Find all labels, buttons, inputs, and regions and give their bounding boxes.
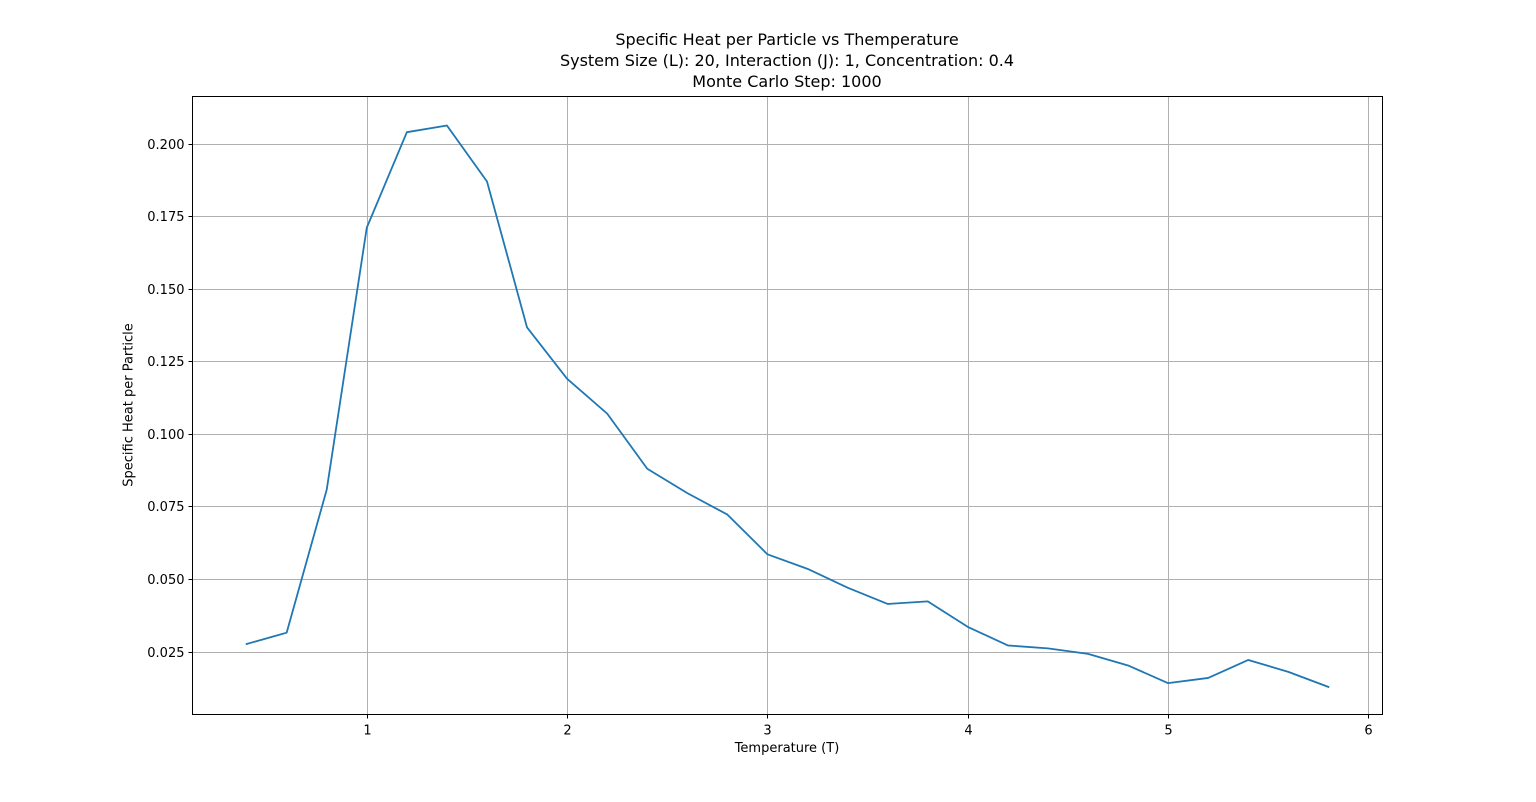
y-tick-label: 0.200 (147, 138, 184, 153)
x-tick-label: 1 (363, 724, 371, 739)
x-tick-label: 4 (964, 724, 972, 739)
series-layer (245, 124, 1330, 689)
series-line (245, 124, 1330, 689)
x-tick-label: 5 (1164, 724, 1172, 739)
y-tick-label: 0.150 (147, 283, 184, 298)
x-tick-label: 6 (1364, 724, 1372, 739)
y-tick-label: 0.175 (147, 210, 184, 225)
grid-layer (192, 96, 1383, 715)
tick-layer: 1 2 3 4 5 6 0.025 0.050 0.075 0.100 0.125 0.150 0.17… (147, 138, 1372, 739)
chart-subtitle-line-2: Monte Carlo Step: 1000 (692, 72, 882, 91)
y-axis-label: Specific Heat per Particle (121, 323, 137, 487)
y-tick-label: 0.025 (147, 646, 184, 661)
x-axis-label: Temperature (T) (734, 741, 840, 756)
x-tick-label: 3 (763, 724, 771, 739)
chart-subtitle-line-1: System Size (L): 20, Interaction (J): 1,… (559, 51, 1015, 70)
y-tick-label: 0.125 (147, 355, 184, 370)
y-tick-label: 0.075 (147, 500, 184, 515)
y-tick-label: 0.050 (147, 573, 184, 588)
axes-frame (192, 96, 1383, 715)
x-tick-label: 2 (563, 724, 571, 739)
chart-title: Specific Heat per Particle vs Themperatu… (615, 30, 959, 49)
y-tick-label: 0.100 (147, 428, 184, 443)
